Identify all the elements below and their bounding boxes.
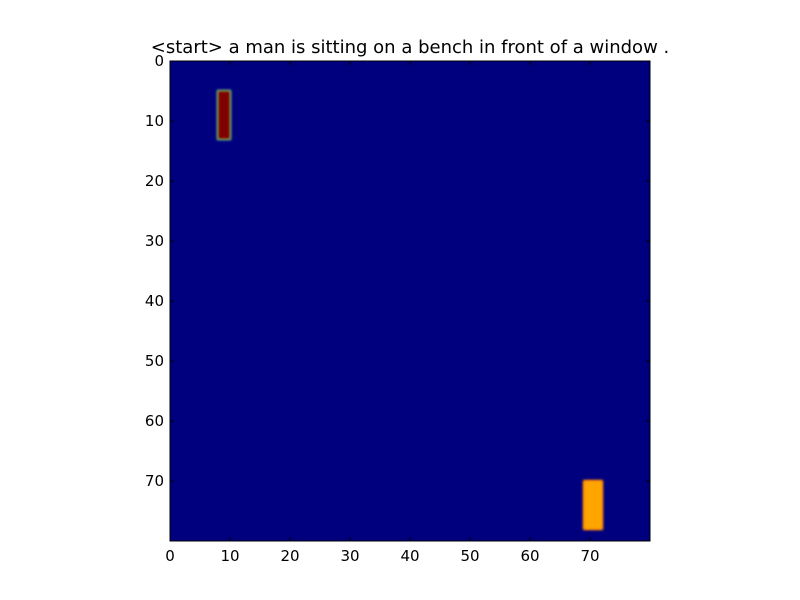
- hotspot-core: [584, 481, 602, 529]
- y-tick-label: 60: [145, 412, 164, 430]
- chart-title: <start> a man is sitting on a bench in f…: [151, 37, 669, 58]
- y-axis-ticks: 0 10 20 30 40 50 60 70: [145, 52, 650, 490]
- x-axis-ticks: 0 10 20 30 40 50 60 70: [165, 61, 600, 565]
- x-tick-label: 70: [580, 547, 599, 565]
- hotspot-core: [218, 91, 230, 139]
- y-tick-label: 50: [145, 352, 164, 370]
- hotspot-1: [217, 90, 231, 140]
- y-tick-label: 40: [145, 292, 164, 310]
- y-tick-label: 10: [145, 112, 164, 130]
- heatmap-background: [170, 61, 650, 541]
- y-tick-label: 20: [145, 172, 164, 190]
- x-tick-label: 10: [220, 547, 239, 565]
- x-tick-label: 0: [165, 547, 175, 565]
- x-tick-label: 50: [460, 547, 479, 565]
- y-tick-label: 30: [145, 232, 164, 250]
- x-tick-label: 20: [280, 547, 299, 565]
- x-tick-label: 60: [520, 547, 539, 565]
- heatmap-plot: [169, 60, 651, 542]
- y-tick-label: 70: [145, 472, 164, 490]
- hotspot-2: [583, 480, 603, 530]
- y-tick-label: 0: [154, 52, 164, 70]
- x-tick-label: 30: [340, 547, 359, 565]
- x-tick-label: 40: [400, 547, 419, 565]
